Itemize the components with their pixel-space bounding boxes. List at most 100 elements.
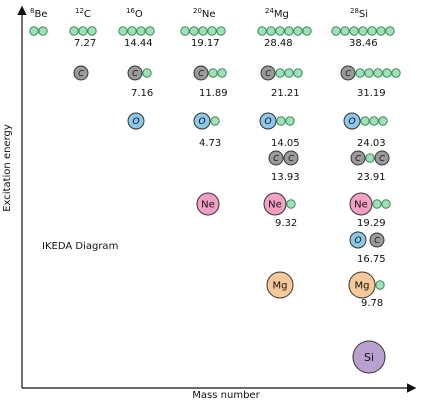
alpha-particle-icon [266, 26, 276, 36]
alpha-chain-be8 [29, 26, 48, 36]
alpha-particle-icon [208, 68, 218, 78]
alpha-chain-si28-o [360, 116, 388, 126]
c-cluster-mg24-cc-1-label: C [273, 154, 279, 163]
svg-text:12C: 12C [75, 7, 91, 20]
alpha-chain-mg24 [257, 26, 312, 36]
alpha-chain-ne20-c [208, 68, 227, 78]
value-si28-ne: 19.29 [357, 218, 386, 229]
alpha-chain-ne20 [180, 26, 226, 36]
c-cluster-si28-cc-2-shape [374, 150, 390, 166]
alpha-particle-icon [198, 26, 208, 36]
svg-text:20Ne: 20Ne [193, 7, 216, 20]
alpha-particle-icon [276, 116, 286, 126]
c-cluster-si28-shape [340, 65, 356, 81]
c-cluster-mg24-shape [260, 65, 276, 81]
alpha-chain-si28 [331, 26, 395, 36]
c-cluster-ne20: C [193, 65, 209, 81]
alpha-particle-icon [331, 26, 341, 36]
o-cluster-ne20: O [193, 112, 211, 130]
nucleus-header-mg24: 24Mg [265, 7, 289, 20]
alpha-particle-icon [364, 68, 374, 78]
element-symbol: Be [34, 9, 47, 20]
mg-cluster-mg24: Mg [266, 271, 294, 299]
mass-number: 24 [265, 7, 274, 15]
alpha-particle-icon [38, 26, 48, 36]
value-c12-alpha: 7.27 [74, 38, 96, 49]
c-cluster-ne20-label: C [198, 69, 204, 78]
alpha-particle-icon [69, 26, 79, 36]
o-cluster-si28-oc-label: O [354, 236, 361, 246]
alpha-chains [29, 26, 395, 36]
c-cluster-si28-cc-1-label: C [355, 154, 361, 163]
ne-cluster-mg24-label: Ne [268, 200, 282, 211]
threshold-values: 7.27 14.44 19.17 28.48 38.46 7.16 11.89 … [74, 38, 386, 309]
c-cluster-o16-shape [127, 65, 143, 81]
alpha-particle-icon [210, 116, 220, 126]
alpha-particle-icon [385, 26, 395, 36]
nucleus-header-be8: 8Be [30, 7, 47, 20]
o-cluster-o16-shape [127, 112, 145, 130]
ne-cluster-ne20-label: Ne [201, 200, 215, 211]
alpha-particle-icon [180, 26, 190, 36]
value-o16-alpha: 14.44 [124, 38, 153, 49]
o-cluster-mg24-shape [259, 112, 277, 130]
alpha-particle-icon [145, 26, 155, 36]
value-mg24-c: 21.21 [271, 88, 300, 99]
x-axis-title: Mass number [192, 390, 260, 401]
alpha-particle-icon [136, 26, 146, 36]
value-si28-oc: 16.75 [357, 254, 386, 265]
c-cluster-c12-label: C [78, 69, 84, 78]
o-cluster-si28-label: O [348, 117, 355, 127]
alpha-chain-ne20-o [210, 116, 220, 126]
alpha-particle-icon [365, 153, 375, 163]
alpha-chain-o16 [118, 26, 155, 36]
o-cluster-ne20-shape [193, 112, 211, 130]
alpha-particle-icon [216, 26, 226, 36]
c-cluster-mg24-cc-1: C [268, 150, 284, 166]
alpha-particle-icon [207, 26, 217, 36]
alpha-particle-icon [376, 26, 386, 36]
alpha-particle-icon [375, 280, 385, 290]
c-cluster-ne20-shape [193, 65, 209, 81]
c-cluster-mg24: C [260, 65, 276, 81]
c-cluster-si28-label: C [345, 69, 351, 78]
alpha-particle-icon [360, 116, 370, 126]
mg-cluster-mg24-label: Mg [273, 281, 288, 292]
c-cluster-si28: C [340, 65, 356, 81]
ne-cluster-si28-shape [349, 192, 373, 216]
svg-text:24Mg: 24Mg [265, 7, 289, 20]
y-axis-title: Excitation energy [2, 124, 13, 212]
alpha-particle-icon [381, 199, 391, 209]
ne-cluster-mg24-shape [263, 192, 287, 216]
alpha-chain-si28-c [355, 68, 401, 78]
mg-cluster-si28-shape [348, 271, 376, 299]
alpha-particle-icon [349, 26, 359, 36]
c-cluster-mg24-label: C [265, 69, 271, 78]
o-cluster-si28-oc: O [349, 231, 367, 249]
value-mg24-o: 14.05 [271, 138, 300, 149]
alpha-particle-icon [302, 26, 312, 36]
o-cluster-si28: O [343, 112, 361, 130]
c-cluster-c12: C [73, 65, 89, 81]
o-cluster-o16-label: O [132, 117, 139, 127]
alpha-chain-si28-mg [375, 280, 385, 290]
ne-cluster-si28: Ne [349, 192, 373, 216]
nucleus-header-o16: 16O [126, 7, 143, 20]
ne-cluster-ne20: Ne [196, 192, 220, 216]
value-si28-alpha: 38.46 [349, 38, 378, 49]
alpha-particle-icon [127, 26, 137, 36]
alpha-particle-icon [142, 68, 152, 78]
value-ne20-o: 4.73 [199, 138, 221, 149]
alpha-particle-icon [382, 68, 392, 78]
o-cluster-si28-oc-shape [349, 231, 367, 249]
alpha-chain-si28-cc [365, 153, 375, 163]
value-si28-cc: 23.91 [357, 172, 386, 183]
alpha-particle-icon [286, 199, 296, 209]
o-cluster-mg24-label: O [264, 117, 271, 127]
alpha-particle-icon [293, 26, 303, 36]
nucleus-header-si28: 28Si [350, 7, 368, 20]
alpha-particle-icon [29, 26, 39, 36]
nucleus-header-c12: 12C [75, 7, 91, 20]
c-cluster-si28-oc: C [369, 232, 385, 248]
mass-number: 16 [126, 7, 135, 15]
